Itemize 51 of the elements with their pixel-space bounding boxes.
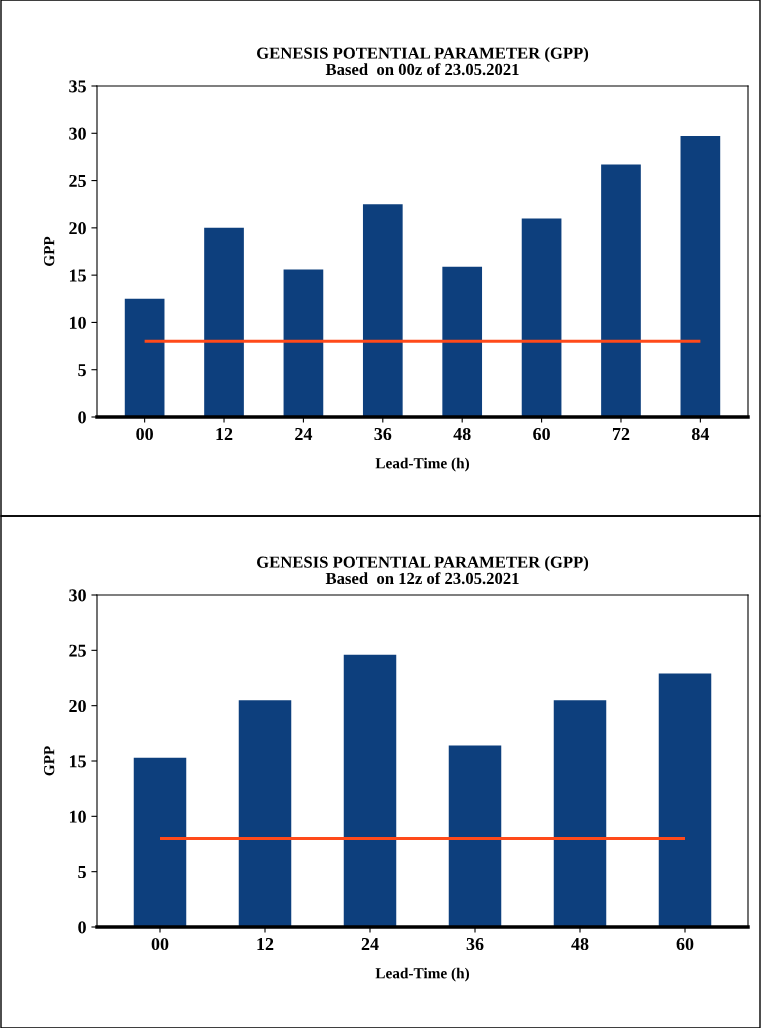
bar <box>553 700 607 927</box>
y-tick-label: 25 <box>69 644 86 657</box>
x-tick-label: 60 <box>533 427 550 441</box>
bar <box>521 218 562 417</box>
y-tick-label: 15 <box>69 269 86 282</box>
y-tick-label: 25 <box>69 174 86 188</box>
y-tick-label: 5 <box>78 364 86 377</box>
y-tick-label: 20 <box>69 699 86 713</box>
y-tick-label: 35 <box>69 80 86 93</box>
x-axis-title: Lead-Time (h) <box>375 967 470 982</box>
x-tick-label: 72 <box>612 427 630 440</box>
bar <box>601 164 641 417</box>
y-tick-label: 5 <box>78 866 86 879</box>
bar <box>124 298 165 417</box>
bar <box>362 204 403 417</box>
chart-subtitle: Based on 00z of 23.05.2021 <box>325 63 519 76</box>
chart-title: GENESIS POTENTIAL PARAMETER (GPP) <box>257 556 589 572</box>
x-tick-label: 48 <box>453 427 471 441</box>
y-tick-label: 20 <box>69 222 86 235</box>
x-tick-label: 24 <box>295 427 313 440</box>
y-tick-label: 30 <box>69 127 86 140</box>
x-tick-label: 48 <box>571 937 589 951</box>
x-tick-label: 12 <box>257 937 274 950</box>
bar <box>442 266 483 417</box>
y-tick-label: 0 <box>78 921 86 934</box>
chart-subtitle: Based on 12z of 23.05.2021 <box>325 572 519 585</box>
bar <box>343 654 397 927</box>
y-axis-title: GPP <box>44 746 55 776</box>
y-tick-label: 30 <box>69 589 86 602</box>
y-tick-label: 10 <box>69 316 86 329</box>
x-tick-label: 36 <box>374 427 392 441</box>
x-tick-label: 00 <box>136 427 153 441</box>
x-tick-label: 24 <box>361 937 379 950</box>
bar <box>238 700 292 927</box>
x-tick-label: 84 <box>691 427 710 441</box>
bar <box>204 227 244 417</box>
x-tick-label: 12 <box>216 427 233 440</box>
y-tick-label: 15 <box>69 755 86 768</box>
x-tick-label: 60 <box>676 937 694 951</box>
bar <box>283 269 324 417</box>
x-tick-label: 36 <box>466 937 484 951</box>
y-tick-label: 10 <box>69 810 86 823</box>
bar <box>680 136 721 417</box>
chart-title: GENESIS POTENTIAL PARAMETER (GPP) <box>257 47 589 63</box>
y-axis-title: GPP <box>44 236 55 267</box>
bar <box>448 745 502 927</box>
x-axis-title: Lead-Time (h) <box>375 457 470 472</box>
bar <box>658 673 712 927</box>
bar <box>133 757 187 927</box>
y-tick-label: 0 <box>78 411 86 424</box>
x-tick-label: 00 <box>151 937 169 951</box>
